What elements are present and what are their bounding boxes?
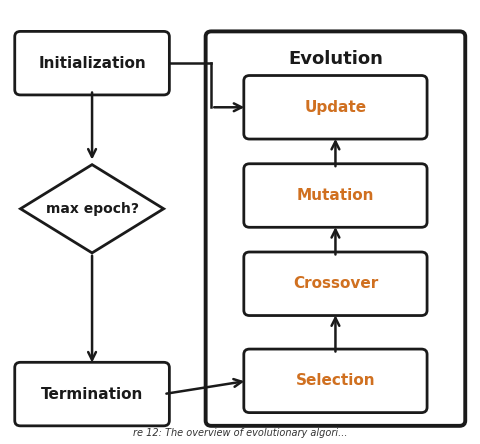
Text: Crossover: Crossover [293, 276, 378, 291]
FancyBboxPatch shape [205, 32, 465, 426]
FancyBboxPatch shape [244, 252, 427, 316]
Text: Termination: Termination [41, 387, 143, 401]
Text: Initialization: Initialization [38, 56, 146, 71]
Text: Update: Update [304, 100, 367, 115]
FancyBboxPatch shape [244, 164, 427, 227]
Text: Evolution: Evolution [288, 50, 383, 68]
FancyBboxPatch shape [15, 32, 169, 95]
FancyBboxPatch shape [244, 75, 427, 139]
Text: re 12: The overview of evolutionary algori...: re 12: The overview of evolutionary algo… [133, 428, 347, 438]
Text: Selection: Selection [296, 373, 375, 388]
Text: Mutation: Mutation [297, 188, 374, 203]
Text: max epoch?: max epoch? [46, 202, 139, 216]
FancyBboxPatch shape [244, 349, 427, 412]
FancyBboxPatch shape [15, 362, 169, 426]
